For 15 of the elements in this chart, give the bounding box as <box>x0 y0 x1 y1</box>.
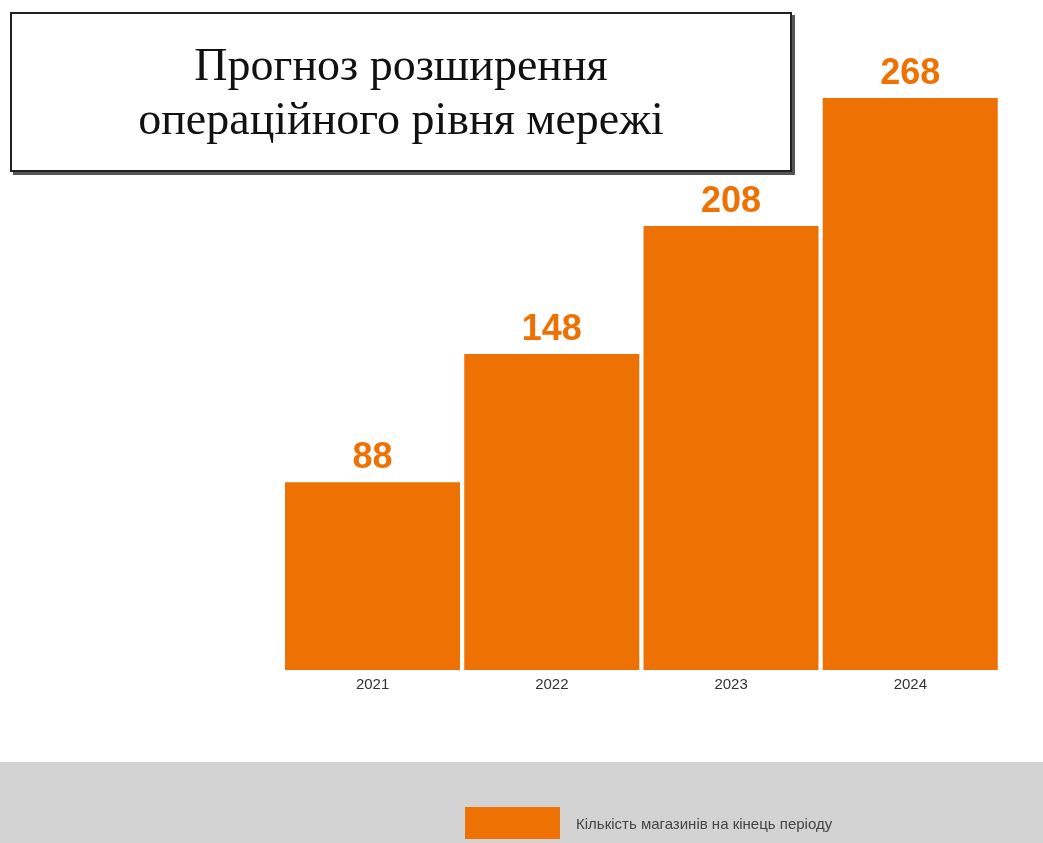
data-label: 208 <box>700 179 762 221</box>
text: Кількість магазинів на кінець періоду <box>576 814 833 832</box>
data-label: 268 <box>880 51 941 92</box>
data-label: 148 <box>521 307 582 349</box>
data-label: 88 <box>352 435 393 477</box>
bar <box>643 226 819 670</box>
x-tick-label: 2023 <box>714 674 748 692</box>
title-frame: Прогноз розширення операційного рівня мережі <box>10 12 792 172</box>
x-tick-label: 2024 <box>893 674 928 692</box>
x-tick-label: 2022 <box>535 674 569 692</box>
bar <box>464 354 640 670</box>
bar <box>822 98 998 670</box>
bar <box>285 482 460 670</box>
x-tick-label: 2021 <box>355 674 390 692</box>
chart-title: Прогноз розширення операційного рівня мережі <box>137 38 665 146</box>
